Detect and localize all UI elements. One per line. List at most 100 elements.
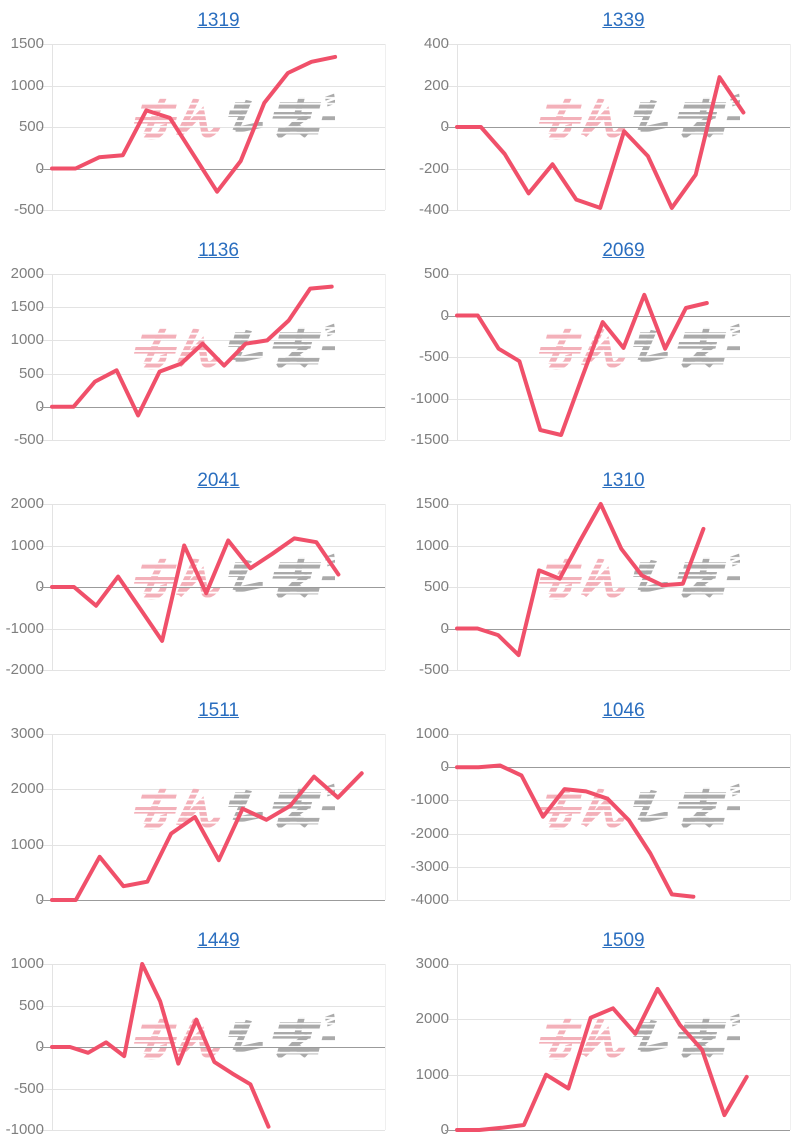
gridline [445,866,790,868]
chart-cell: 1339 400 200 0 -200 -400 [405,0,809,230]
gridline [445,545,790,547]
y-tick-label: 0 [0,160,44,178]
y-tick-label: 200 [423,76,449,94]
chart-plot: 10005000-500-1000 [6,955,386,1138]
y-tick-label: -200 [418,159,449,177]
y-tick-label: 0 [0,398,44,416]
watermark-gray-part [228,93,338,140]
watermark-pink-part [538,1017,626,1060]
watermark-logo-glyphs [538,1013,743,1060]
gridline [40,340,385,342]
zero-gridline [445,1130,790,1131]
chart-cell: 1511 3000 2000 1000 0 [0,690,405,920]
y-tick-label: 2000 [10,495,44,512]
gridline [40,1005,385,1007]
series-line [455,292,709,437]
chart-title-link[interactable]: 1449 [197,930,240,951]
gridline [40,210,385,211]
series-line [455,986,749,1132]
gridline [445,168,790,170]
series-polyline [455,763,696,899]
series-line [50,962,271,1129]
series-polyline [455,75,746,210]
zero-gridline [40,587,385,588]
chart-cell: 1319 1500 1000 500 0 -500 [0,0,405,230]
y-tick-label: 2000 [10,265,44,282]
series-line [455,75,746,210]
series-polyline [455,986,749,1132]
gridline [40,628,385,630]
y-tick-label: 0 [0,578,44,596]
series-polyline [50,284,334,418]
watermark-logo-glyphs [538,93,743,140]
y-tick-label: 0 [405,1121,449,1139]
series-line [50,54,338,194]
zero-gridline [445,767,790,769]
gridline [40,127,385,128]
chart-plot: 150010005000-500 [416,495,791,678]
watermark-gray-part [633,323,743,370]
gridline [445,1074,790,1076]
y-tick-label: 500 [423,265,449,282]
gridline [445,440,790,441]
y-tick-label: 1000 [415,1065,449,1083]
y-tick-label: 1000 [10,955,44,972]
y-tick-label: -500 [13,431,44,448]
watermark-gray-part [228,323,338,370]
series-line [50,771,364,902]
gridline [445,85,790,87]
y-tick-label: -500 [13,201,44,218]
chart-cell: 2041 2000 1000 0 -1000 -2000 [0,460,405,690]
y-tick-label: -2000 [5,661,44,678]
y-tick-label: 500 [18,996,44,1014]
watermark-pink-part [133,787,221,830]
series-polyline [50,536,341,643]
watermark [130,93,338,146]
y-tick-label: -1000 [5,619,44,637]
chart-title-link[interactable]: 1511 [198,700,239,721]
y-tick-label: 0 [0,1038,44,1056]
chart-cell: 1310 1500 1000 500 0 -500 [405,460,809,690]
chart-title-link[interactable]: 1136 [198,240,239,261]
y-tick-label: 2000 [415,1010,449,1028]
gridline [445,210,790,211]
y-tick-label: 1000 [10,536,44,554]
y-tick-label: 400 [423,35,449,52]
gridline [40,789,385,791]
gridline [445,1019,790,1021]
y-tick-label: 1500 [415,495,449,512]
chart-title-link[interactable]: 1319 [197,10,240,31]
chart-title-link[interactable]: 1310 [602,470,645,491]
y-tick-label: -500 [418,661,449,678]
y-tick-label: 500 [18,364,44,382]
chart-title-link[interactable]: 1046 [602,700,645,721]
gridline [40,734,385,735]
y-tick-label: 0 [405,118,449,136]
watermark-logo-glyphs [538,783,743,830]
series-polyline [50,54,338,194]
gridline [40,504,385,505]
y-tick-label: 1000 [10,76,44,94]
chart-cell: 1136 2000 1500 1000 500 0 -500 [0,230,405,460]
gridline [445,900,790,901]
series-polyline [50,962,271,1129]
series-polyline [455,502,706,658]
gridline [445,734,790,735]
chart-title-link[interactable]: 2069 [602,240,645,261]
chart-title-link[interactable]: 2041 [197,470,240,491]
zero-gridline [445,315,790,317]
gridline [40,85,385,87]
chart-title-link[interactable]: 1509 [602,930,645,951]
series-polyline [50,771,364,902]
y-tick-label: 1500 [10,298,44,316]
chart-title-link[interactable]: 1339 [602,10,645,31]
chart-cell: 1509 3000 2000 1000 0 [405,920,809,1145]
y-tick-label: -1000 [410,791,449,809]
y-tick-label: 2000 [10,780,44,798]
y-tick-label: 1000 [10,835,44,853]
y-tick-label: -500 [13,1079,44,1097]
gridline [445,964,790,965]
gridline [445,800,790,802]
chart-plot: 3000200010000 [11,725,386,908]
